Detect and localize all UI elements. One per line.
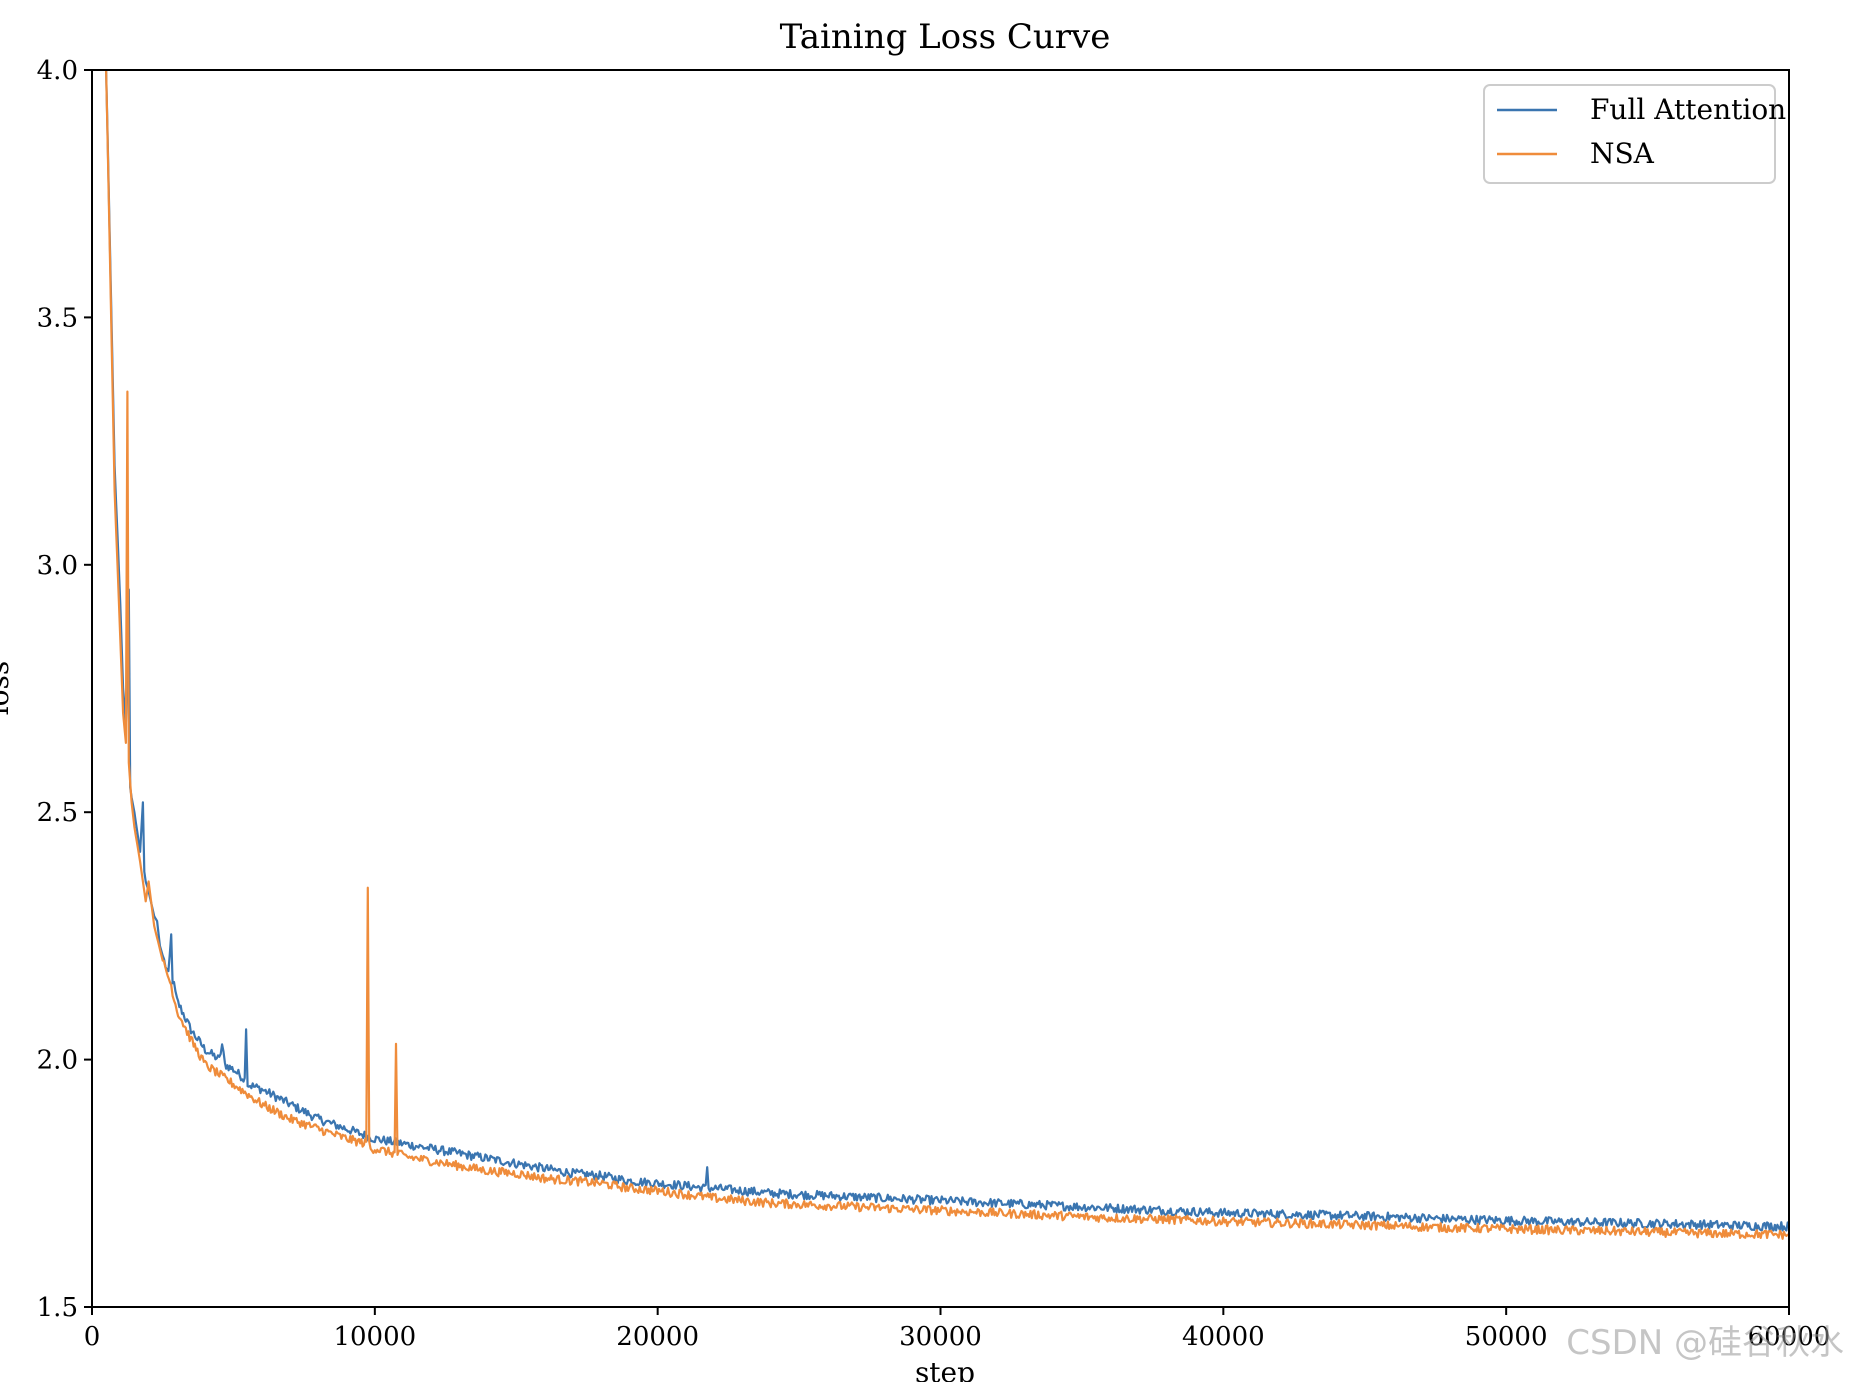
y-tick-label: 3.5 [37, 303, 78, 333]
y-tick-label: 1.5 [37, 1293, 78, 1323]
legend: Full Attention NSA [1483, 84, 1786, 184]
plot-frame [91, 69, 1790, 1308]
legend-label-full-attention: Full Attention [1590, 93, 1786, 126]
series-line-full-attention [105, 70, 1789, 1232]
x-tick-label: 40000 [1182, 1322, 1265, 1352]
x-tick-label: 60000 [1748, 1322, 1831, 1352]
x-tick-label: 30000 [899, 1322, 982, 1352]
series-line-nsa [105, 70, 1789, 1240]
axis-ticks: 0 10000 20000 30000 40000 50000 60000 1.5 2.0 2.5… [37, 56, 1831, 1352]
watermark-text: CSDN @硅谷秋水 [1566, 1323, 1844, 1363]
chart-title: Taining Loss Curve [780, 17, 1111, 57]
plot-lines [105, 70, 1789, 1240]
legend-label-nsa: NSA [1590, 137, 1655, 170]
y-tick-label: 2.5 [37, 798, 78, 828]
x-tick-label: 50000 [1465, 1322, 1548, 1352]
x-tick-label: 20000 [616, 1322, 699, 1352]
y-axis-label: loss [0, 661, 15, 716]
x-tick-label: 10000 [333, 1322, 416, 1352]
y-tick-label: 3.0 [37, 551, 78, 581]
y-tick-label: 2.0 [37, 1046, 78, 1076]
x-tick-label: 0 [84, 1322, 101, 1352]
x-axis-label: step [915, 1356, 975, 1382]
y-tick-label: 4.0 [37, 56, 78, 86]
